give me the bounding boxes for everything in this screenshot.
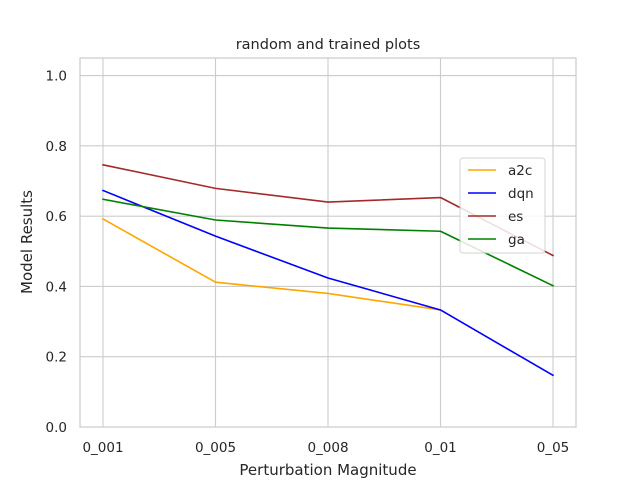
- x-tick-label: 0_05: [537, 440, 570, 456]
- plot-frame: [79, 57, 577, 428]
- y-tick-label: 1.0: [46, 69, 67, 85]
- y-tick-label: 0.2: [46, 350, 67, 366]
- y-tick-label: 0.8: [46, 139, 67, 155]
- y-tick-label: 0.4: [46, 279, 67, 295]
- x-tick-label: 0_008: [307, 440, 348, 456]
- legend-label-ga: ga: [508, 232, 525, 248]
- legend-box: [459, 157, 546, 254]
- legend-label-dqn: dqn: [508, 186, 534, 202]
- y-axis-label: Model Results: [18, 190, 36, 294]
- legend: a2c dqn es ga: [459, 157, 546, 254]
- x-tick-label: 0_005: [195, 440, 236, 456]
- y-tick-label: 0.0: [46, 420, 67, 436]
- y-tick-label: 0.6: [46, 209, 67, 225]
- legend-label-a2c: a2c: [508, 163, 532, 179]
- x-axis-label: Perturbation Magnitude: [239, 461, 416, 479]
- y-tick-labels: 0.0 0.2 0.4 0.6 0.8 1.0: [46, 69, 67, 436]
- x-tick-label: 0_001: [82, 440, 123, 456]
- series-line-dqn: [101, 189, 555, 377]
- chart-title: random and trained plots: [236, 37, 421, 53]
- series-line-a2c: [101, 217, 442, 311]
- x-tick-label: 0_01: [424, 440, 457, 456]
- legend-label-es: es: [508, 209, 523, 225]
- x-tick-labels: 0_001 0_005 0_008 0_01 0_05: [82, 440, 569, 456]
